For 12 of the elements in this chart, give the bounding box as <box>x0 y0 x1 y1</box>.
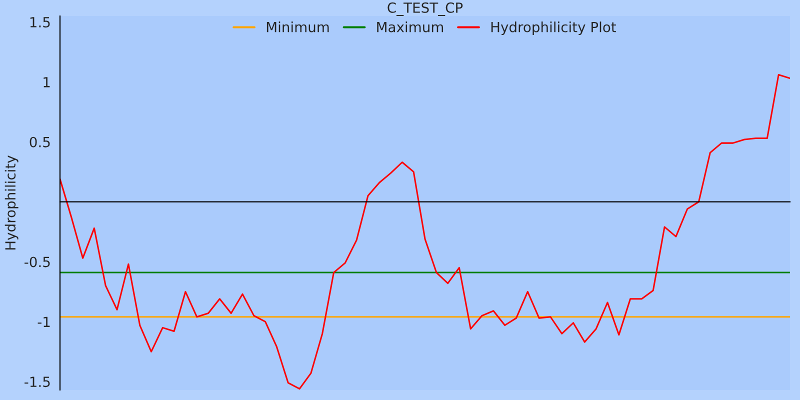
legend-label: Minimum <box>266 22 329 32</box>
legend-label: Hydrophilicity Plot <box>491 22 616 35</box>
legend-label: Maximum <box>377 22 444 32</box>
y-tick-label: 1.5 <box>30 17 50 28</box>
y-tick-label: -1 <box>38 316 50 327</box>
y-tick-label: 1 <box>44 77 50 88</box>
y-tick-label: 0.5 <box>30 136 50 148</box>
chart-title: C_TEST_CP <box>388 2 463 16</box>
y-axis-title: Hydrophilicity <box>4 156 18 250</box>
line-series <box>60 74 790 390</box>
y-tick-label: -1.5 <box>24 376 50 388</box>
y-tick-label: -0.5 <box>24 256 50 268</box>
